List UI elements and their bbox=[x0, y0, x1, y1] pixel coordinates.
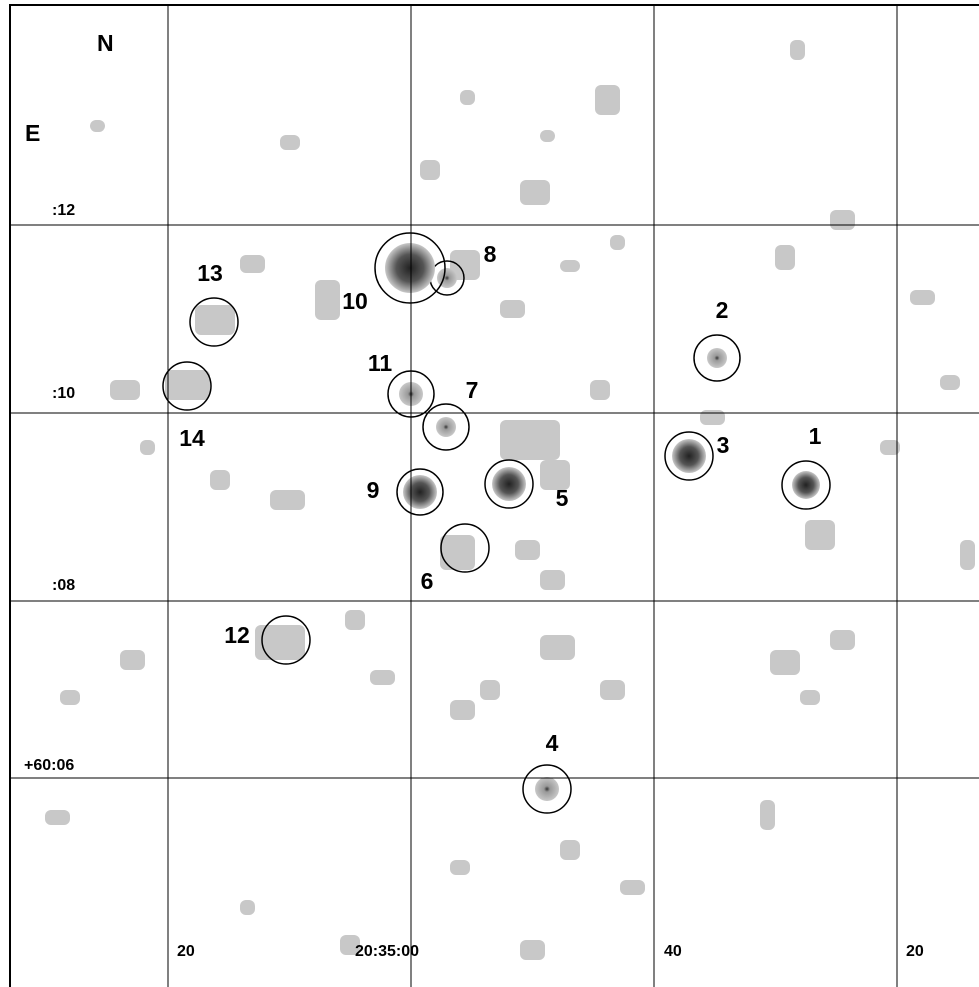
source-label: 5 bbox=[556, 485, 569, 511]
noise-patch bbox=[805, 520, 835, 550]
source-label: 4 bbox=[546, 730, 559, 756]
noise-patch bbox=[800, 690, 820, 705]
dec-label: :08 bbox=[52, 577, 75, 594]
noise-patch bbox=[700, 410, 725, 425]
noise-patch bbox=[440, 535, 475, 570]
noise-patch bbox=[500, 300, 525, 318]
noise-patch bbox=[560, 260, 580, 272]
ra-label: 40 bbox=[664, 943, 682, 960]
source-label: 13 bbox=[197, 260, 223, 286]
noise-patch bbox=[90, 120, 105, 132]
noise-patch bbox=[460, 90, 475, 105]
source-label: 6 bbox=[421, 568, 434, 594]
noise-patch bbox=[520, 180, 550, 205]
noise-patch bbox=[520, 940, 545, 960]
noise-patch bbox=[240, 900, 255, 915]
source-label: 8 bbox=[484, 241, 497, 267]
noise-patch bbox=[600, 680, 625, 700]
noise-patch bbox=[210, 470, 230, 490]
noise-patch bbox=[120, 650, 145, 670]
frame bbox=[10, 5, 979, 987]
source-emission bbox=[792, 471, 820, 499]
ra-label: 20 bbox=[177, 943, 195, 960]
source-emission bbox=[403, 475, 437, 509]
source-emission bbox=[672, 439, 706, 473]
noise-patch bbox=[450, 860, 470, 875]
noise-patch bbox=[540, 570, 565, 590]
noise-patch bbox=[45, 810, 70, 825]
noise-patch bbox=[830, 630, 855, 650]
noise-patch bbox=[280, 135, 300, 150]
source-emission bbox=[385, 243, 435, 293]
source-label: 1 bbox=[809, 423, 822, 449]
source-label: 9 bbox=[367, 477, 380, 503]
dec-label: :10 bbox=[52, 385, 75, 402]
noise-patch bbox=[450, 700, 475, 720]
east-label: E bbox=[25, 120, 40, 146]
noise-patch bbox=[910, 290, 935, 305]
source-emission bbox=[535, 777, 559, 801]
noise-patch bbox=[240, 255, 265, 273]
source-label: 10 bbox=[342, 288, 368, 314]
noise-patch bbox=[315, 280, 340, 320]
noise-patch bbox=[60, 690, 80, 705]
north-label: N bbox=[97, 30, 114, 56]
noise-patch bbox=[775, 245, 795, 270]
source-label: 7 bbox=[466, 377, 479, 403]
noise-patch bbox=[165, 370, 210, 400]
noise-patch bbox=[500, 420, 560, 460]
ra-label: 20 bbox=[906, 943, 924, 960]
noise-patch bbox=[110, 380, 140, 400]
ra-label: 20:35:00 bbox=[355, 943, 419, 960]
noise-patch bbox=[515, 540, 540, 560]
noise-patch bbox=[590, 380, 610, 400]
source-emission bbox=[707, 348, 727, 368]
noise-patch bbox=[960, 540, 975, 570]
noise-patch bbox=[610, 235, 625, 250]
dec-label: +60:06 bbox=[24, 757, 74, 774]
noise-patch bbox=[140, 440, 155, 455]
noise-patch bbox=[560, 840, 580, 860]
source-label: 3 bbox=[717, 432, 730, 458]
sky-map: 1234567891011121314 N E :12:10:08+60:062… bbox=[0, 0, 979, 987]
noise-patch bbox=[540, 635, 575, 660]
noise-patch bbox=[760, 800, 775, 830]
noise-patch bbox=[620, 880, 645, 895]
noise-patch bbox=[830, 210, 855, 230]
noise-patch bbox=[480, 680, 500, 700]
noise-patch bbox=[345, 610, 365, 630]
noise-patch bbox=[370, 670, 395, 685]
noise-patch bbox=[790, 40, 805, 60]
noise-patch bbox=[540, 130, 555, 142]
source-label: 14 bbox=[179, 425, 205, 451]
noise-patch bbox=[770, 650, 800, 675]
source-label: 11 bbox=[368, 350, 393, 376]
noise-patch bbox=[595, 85, 620, 115]
source-emission bbox=[436, 417, 456, 437]
noise-patch bbox=[270, 490, 305, 510]
dec-label: :12 bbox=[52, 202, 75, 219]
noise-patch bbox=[195, 305, 235, 335]
source-label: 2 bbox=[716, 297, 729, 323]
source-emission bbox=[492, 467, 526, 501]
noise-patch bbox=[420, 160, 440, 180]
noise-patch bbox=[940, 375, 960, 390]
source-label: 12 bbox=[224, 622, 250, 648]
